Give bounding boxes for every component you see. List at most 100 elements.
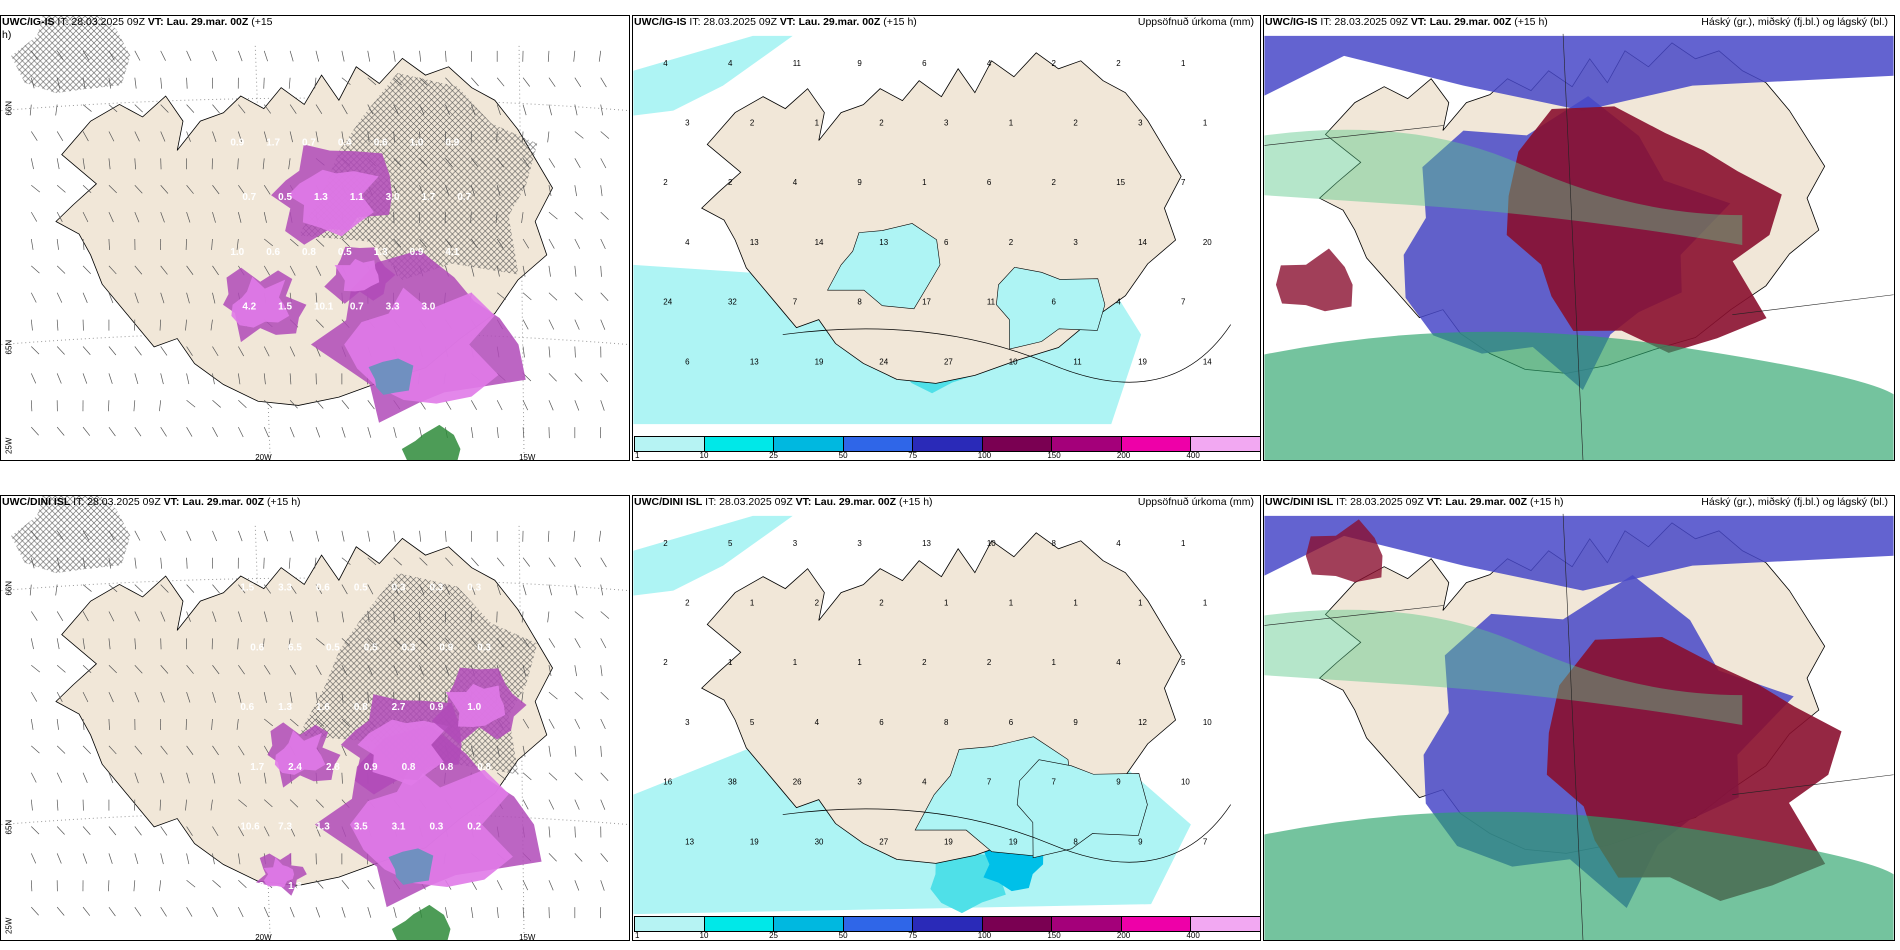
wind-barb (263, 665, 271, 675)
wind-barb (82, 50, 90, 61)
wind-barb (108, 158, 111, 170)
wind-barb (82, 77, 86, 89)
precip-value: 27 (944, 357, 953, 366)
wind-barb (548, 185, 552, 197)
snow-hatch (11, 16, 131, 94)
wind-barb (82, 346, 91, 356)
colorbar-label: 200 (1116, 931, 1131, 940)
wind-barb (574, 373, 583, 382)
wind-barb (31, 346, 40, 355)
wind-barb (445, 238, 453, 248)
wind-barb (185, 319, 187, 331)
colorbar: 1 10 25 50 75 100 150 200 400 (634, 436, 1260, 460)
wind-barb (522, 346, 525, 358)
wind-barb (341, 427, 346, 438)
precip-value: 2 (750, 119, 755, 128)
wind-barb (56, 373, 62, 384)
precip-value: 1.3 (374, 247, 388, 258)
colorbar-label: 10 (699, 931, 709, 940)
precip-value: 0.8 (354, 702, 368, 713)
wind-barb (134, 557, 137, 569)
wind-barb (238, 826, 245, 837)
wind-barb (548, 211, 558, 220)
colorbar-label: 50 (838, 451, 848, 460)
wind-barb (496, 745, 500, 757)
wind-barb (574, 400, 580, 411)
wind-barb (56, 238, 59, 250)
wind-barb (30, 319, 33, 331)
graticule-line (1562, 513, 1584, 940)
wind-barb (315, 638, 325, 646)
wind-barb (367, 530, 371, 542)
wind-barb (82, 745, 91, 754)
wind-barb (419, 77, 428, 86)
wind-barb (31, 745, 40, 754)
wind-barb (212, 185, 220, 195)
wind-barb (367, 427, 372, 438)
wind-barb (30, 772, 37, 783)
wind-barb (289, 265, 296, 276)
precip-value: 1.7 (422, 192, 436, 203)
wind-barb (522, 238, 530, 249)
map-top-mid: 4 4 11 9 6 4 2 2 13 2 1 2 3 1 2 3 12 2 4 9 1 6 2 15 74 13 14 13 6 2 3 1… (633, 35, 1232, 425)
wind-barb (108, 826, 117, 836)
precip-value: 10 (1181, 778, 1190, 787)
wind-barb (160, 906, 167, 917)
wind-barb (160, 50, 166, 61)
wind-barb (186, 584, 195, 593)
precip-value: 3.3 (250, 881, 264, 892)
precip-value: 1.0 (467, 702, 481, 713)
wind-barb (600, 691, 609, 700)
wind-barb (82, 772, 88, 783)
wind-barb (419, 131, 421, 143)
wind-barb (211, 238, 213, 250)
wind-barb (30, 158, 34, 170)
wind-barb (367, 638, 376, 647)
colorbar-label: 10 (699, 451, 709, 460)
wind-barb (289, 799, 299, 808)
wind-barb (496, 400, 503, 411)
wind-barb (186, 131, 191, 142)
wind-barb (263, 346, 270, 357)
wind-barb (393, 104, 399, 115)
precip-value: 10 (987, 539, 996, 548)
snow-hatch (11, 496, 131, 574)
graticule-line (1264, 125, 1444, 146)
wind-barb (470, 265, 475, 277)
wind-barb (134, 826, 142, 836)
precip-value: 6 (685, 357, 690, 366)
wind-barb (445, 665, 450, 676)
wind-barb (212, 265, 219, 276)
wind-barb (574, 211, 584, 220)
wind-barb (574, 292, 583, 301)
wind-barb (108, 691, 114, 703)
panel-title: UWC/DINI ISL IT: 28.03.2025 09Z VT: Lau.… (2, 496, 301, 508)
map-bot-mid: 2 5 3 3 13 10 8 4 12 1 2 2 1 1 1 1 12 1 1 1 2 2 1 4 53 5 4 6 8 6 9 12 10… (633, 515, 1232, 915)
wind-barb (522, 158, 530, 168)
wind-barb (367, 104, 374, 115)
wind-barb (600, 400, 605, 411)
colorbar-label: 150 (1047, 451, 1061, 460)
wind-barb (238, 584, 246, 594)
wind-barb (548, 319, 555, 330)
wind-barb (263, 772, 267, 784)
wind-barb (367, 238, 376, 248)
wind-barb (134, 853, 139, 865)
colorbar-label: 200 (1116, 451, 1131, 460)
wind-barb (393, 530, 396, 542)
wind-barb (56, 50, 64, 61)
wind-barb (600, 319, 606, 330)
precip-area (996, 266, 1106, 350)
wind-barb (82, 426, 91, 436)
wind-barb (496, 557, 505, 567)
wind-barb (393, 185, 399, 196)
colorbar-swatch (703, 436, 775, 452)
wind-barb (56, 184, 66, 193)
wind-barb (56, 799, 59, 811)
wind-barb (341, 665, 348, 676)
precip-value: 17 (922, 298, 931, 307)
wind-barb (30, 691, 38, 702)
axis-label: 66N (4, 101, 13, 116)
wind-barb (445, 638, 453, 647)
precip-value: 0.6 (266, 247, 280, 258)
